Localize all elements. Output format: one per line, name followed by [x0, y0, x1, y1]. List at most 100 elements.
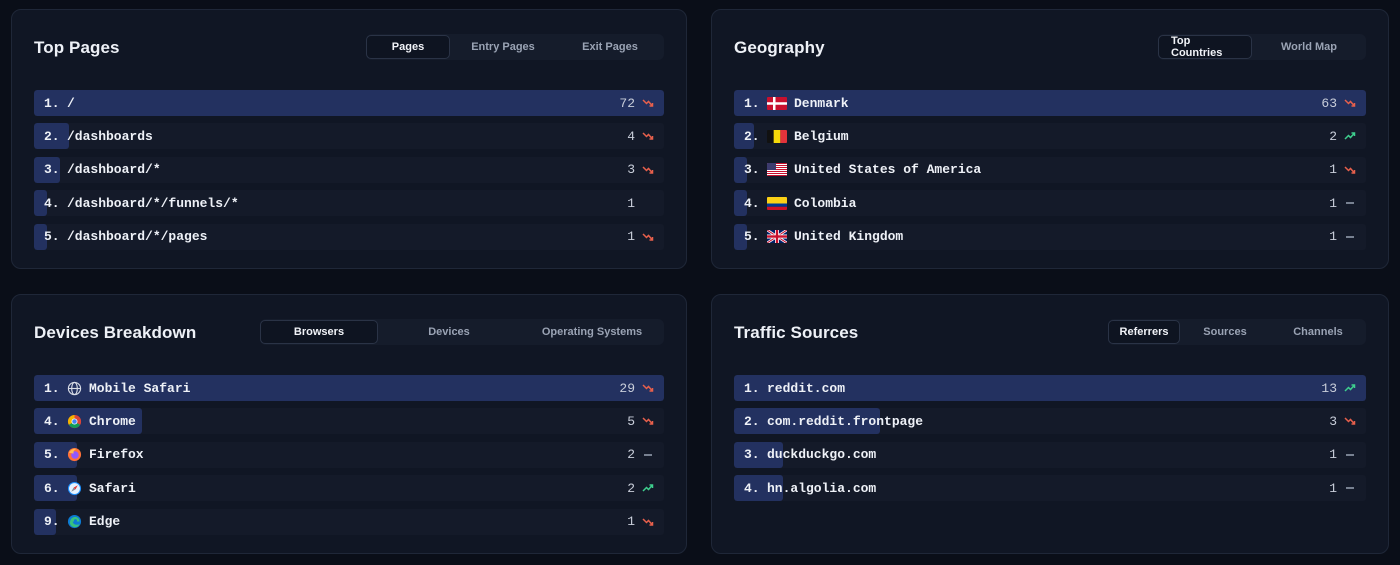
- list-item[interactable]: 5. United Kingdom 1: [734, 223, 1366, 250]
- safari-icon: [67, 481, 82, 496]
- row-count: 1: [1329, 162, 1337, 178]
- flag-gb-icon: [767, 230, 787, 244]
- tab-exit-pages[interactable]: Exit Pages: [582, 41, 638, 53]
- row-label: 5. United Kingdom: [744, 224, 903, 250]
- row-text: Firefox: [89, 447, 144, 463]
- row-count: 1: [627, 514, 635, 530]
- tab-referrers[interactable]: Referrers: [1108, 320, 1180, 344]
- row-rank: 2.: [744, 128, 760, 144]
- tab-top-countries[interactable]: Top Countries: [1158, 35, 1252, 59]
- list-item[interactable]: 1. reddit.com 13: [734, 375, 1366, 401]
- row-metric: 2: [627, 442, 654, 468]
- row-label: 3. /dashboard/*: [44, 157, 161, 183]
- list-item[interactable]: 1. Denmark 63: [734, 90, 1366, 116]
- tab-sources[interactable]: Sources: [1203, 326, 1247, 338]
- traffic-sources-title: Traffic Sources: [734, 323, 859, 342]
- trend-down-icon: [1344, 164, 1356, 176]
- tab-operating-systems[interactable]: Operating Systems: [541, 326, 643, 338]
- row-value-bar: [734, 223, 747, 250]
- row-count: 29: [619, 380, 635, 396]
- row-rank: 4.: [44, 413, 60, 429]
- row-text: com.reddit.frontpage: [767, 413, 924, 429]
- tab-devices[interactable]: Devices: [428, 326, 470, 338]
- row-text: Belgium: [794, 128, 849, 144]
- row-metric: 4: [627, 123, 654, 149]
- list-item[interactable]: 4. hn.algolia.com 1: [734, 475, 1366, 502]
- row-count: 3: [627, 162, 635, 178]
- list-item[interactable]: 6. Safari 2: [34, 475, 664, 502]
- firefox-icon: [67, 447, 82, 462]
- row-metric: 2: [1329, 123, 1356, 149]
- geography-tabs: Top Countries World Map: [1158, 34, 1366, 60]
- row-label: 2. Belgium: [744, 123, 849, 149]
- tab-world-map[interactable]: World Map: [1280, 41, 1337, 53]
- row-label: 6. Safari: [44, 475, 136, 501]
- row-rank: 2.: [44, 128, 60, 144]
- list-item[interactable]: 2. com.reddit.frontpage 3: [734, 408, 1366, 435]
- row-count: 2: [1329, 128, 1337, 144]
- traffic-sources-card: Traffic Sources Referrers Sources Channe…: [711, 294, 1389, 554]
- list-item[interactable]: 5. /dashboard/*/pages 1: [34, 223, 664, 250]
- row-count: 5: [627, 413, 635, 429]
- list-item[interactable]: 1. Mobile Safari 29: [34, 375, 664, 401]
- list-item[interactable]: 1. / 72: [34, 90, 664, 116]
- flag-dk-icon: [767, 96, 787, 110]
- row-label: 4. hn.algolia.com: [744, 475, 876, 501]
- tab-pages[interactable]: Pages: [366, 35, 450, 59]
- tab-entry-pages[interactable]: Entry Pages: [471, 41, 535, 53]
- row-metric: 2: [627, 475, 654, 501]
- list-item[interactable]: 3. United States of America 1: [734, 156, 1366, 183]
- row-value-bar: [734, 441, 783, 468]
- row-count: 13: [1321, 380, 1337, 396]
- traffic-tabs: Referrers Sources Channels: [1108, 319, 1366, 345]
- flag-co-icon: [767, 196, 787, 210]
- row-text: United Kingdom: [794, 229, 904, 245]
- row-metric: 1: [1329, 224, 1356, 250]
- row-value-bar: [34, 156, 61, 183]
- flag-be-icon: [767, 129, 787, 143]
- devices-tabs: Browsers Devices Operating Systems: [260, 319, 664, 345]
- row-text: Edge: [89, 514, 121, 530]
- row-metric: 5: [627, 408, 654, 434]
- trend-down-icon: [642, 382, 654, 394]
- row-rank: 4.: [44, 195, 60, 211]
- row-metric: 1: [1329, 157, 1356, 183]
- trend-down-icon: [642, 516, 654, 528]
- top-pages-title: Top Pages: [34, 38, 120, 57]
- row-rank: 1.: [44, 380, 60, 396]
- list-item[interactable]: 4. Chrome 5: [34, 408, 664, 435]
- edge-icon: [67, 514, 82, 529]
- row-label: 5. /dashboard/*/pages: [44, 224, 207, 250]
- list-item[interactable]: 3. duckduckgo.com 1: [734, 441, 1366, 468]
- devices-title: Devices Breakdown: [34, 323, 197, 342]
- row-count: 1: [1329, 195, 1337, 211]
- row-count: 2: [627, 480, 635, 496]
- list-item[interactable]: 2. /dashboards 4: [34, 123, 664, 150]
- row-metric: 1: [627, 190, 654, 216]
- geography-card: Geography Top Countries World Map 1. Denm…: [711, 9, 1389, 269]
- row-rank: 4.: [744, 195, 760, 211]
- row-rank: 1.: [744, 380, 760, 396]
- row-metric: 1: [627, 509, 654, 535]
- row-count: 4: [627, 128, 635, 144]
- row-text: United States of America: [794, 162, 982, 178]
- row-count: 1: [1329, 229, 1337, 245]
- row-label: 4. Colombia: [744, 190, 856, 216]
- list-item[interactable]: 2. Belgium 2: [734, 123, 1366, 150]
- list-item[interactable]: 5. Firefox 2: [34, 441, 664, 468]
- trend-flat-icon: [1344, 197, 1356, 209]
- tab-browsers[interactable]: Browsers: [260, 320, 378, 344]
- list-item[interactable]: 3. /dashboard/* 3: [34, 156, 664, 183]
- row-value-bar: [734, 156, 747, 183]
- chrome-icon: [67, 414, 82, 429]
- row-text: /dashboard/*/pages: [67, 229, 208, 245]
- list-item[interactable]: 4. Colombia 1: [734, 190, 1366, 217]
- tab-channels[interactable]: Channels: [1293, 326, 1343, 338]
- row-rank: 9.: [44, 514, 60, 530]
- row-value-bar: [34, 223, 47, 250]
- row-text: /dashboards: [67, 128, 153, 144]
- list-item[interactable]: 4. /dashboard/*/funnels/* 1: [34, 190, 664, 217]
- list-item[interactable]: 9. Edge 1: [34, 508, 664, 535]
- row-count: 1: [1329, 447, 1337, 463]
- row-count: 1: [627, 195, 635, 211]
